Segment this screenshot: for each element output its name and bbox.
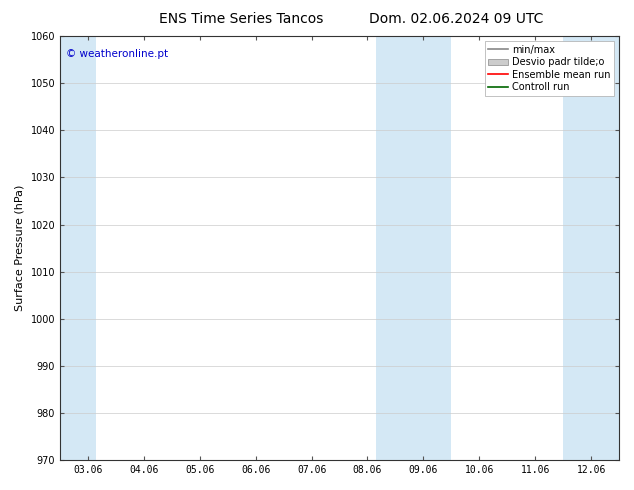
Bar [376, 36, 396, 460]
Text: Dom. 02.06.2024 09 UTC: Dom. 02.06.2024 09 UTC [369, 12, 544, 26]
Bar [563, 36, 583, 460]
Bar [583, 36, 619, 460]
Text: © weatheronline.pt: © weatheronline.pt [66, 49, 168, 59]
Y-axis label: Surface Pressure (hPa): Surface Pressure (hPa) [15, 185, 25, 311]
Bar [396, 36, 451, 460]
Text: ENS Time Series Tancos: ENS Time Series Tancos [158, 12, 323, 26]
Bar [60, 36, 96, 460]
Legend: min/max, Desvio padr tilde;o, Ensemble mean run, Controll run: min/max, Desvio padr tilde;o, Ensemble m… [484, 41, 614, 96]
